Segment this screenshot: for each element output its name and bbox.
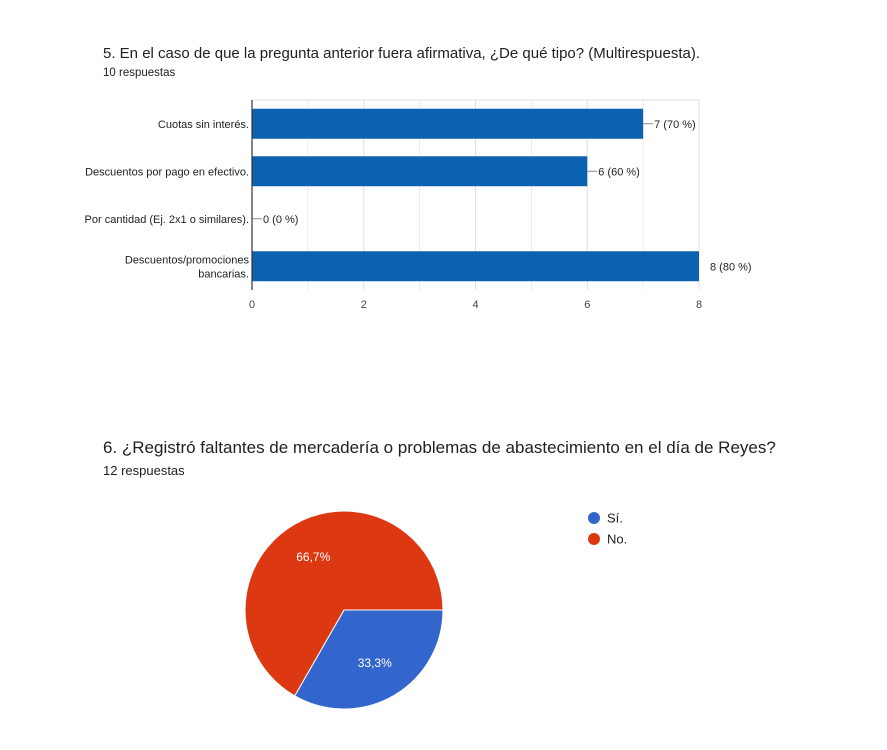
question-5-response-count: 10 respuestas: [103, 67, 176, 79]
category-label-3-1: bancarias.: [198, 268, 249, 280]
question-6-title: 6. ¿Registró faltantes de mercadería o p…: [103, 438, 776, 457]
pie-slice-0: [293, 609, 444, 710]
data-label-3: 8 (80 %): [710, 261, 752, 273]
data-label-1: 6 (60 %): [598, 166, 640, 178]
x-tick-label-6: 6: [584, 299, 590, 311]
pie-slice-1: [244, 510, 444, 697]
bar-3: [252, 251, 699, 282]
category-label-0-0: Cuotas sin interés.: [158, 119, 249, 131]
pie-data-label-0: 33,3%: [358, 656, 392, 670]
legend-marker-1: [588, 533, 600, 545]
bar-chart: 7 (70 %) Cuotas sin interés. 6 (60 %) Descu…: [85, 99, 752, 311]
data-label-2: 0 (0 %): [263, 214, 298, 226]
legend-label-0: Sí.: [607, 511, 623, 526]
pie-data-label-1: 66,7%: [296, 550, 330, 564]
data-label-0: 7 (70 %): [654, 119, 696, 131]
category-label-1-0: Descuentos por pago en efectivo.: [85, 166, 249, 178]
category-label-3-0: Descuentos/promociones: [125, 254, 250, 266]
x-tick-label-4: 4: [472, 299, 478, 311]
bar-1: [252, 156, 588, 187]
question-6-response-count: 12 respuestas: [103, 463, 185, 478]
x-tick-label-8: 8: [696, 299, 702, 311]
bar-0: [252, 108, 644, 139]
pie-chart: 33,3% 66,7% Sí. No.: [244, 510, 627, 710]
x-tick-label-0: 0: [249, 299, 255, 311]
category-label-2-0: Por cantidad (Ej. 2x1 o similares).: [85, 214, 249, 226]
x-tick-label-2: 2: [361, 299, 367, 311]
legend-label-1: No.: [607, 532, 627, 547]
legend-marker-0: [588, 512, 600, 524]
question-5-title: 5. En el caso de que la pregunta anterio…: [103, 45, 700, 62]
